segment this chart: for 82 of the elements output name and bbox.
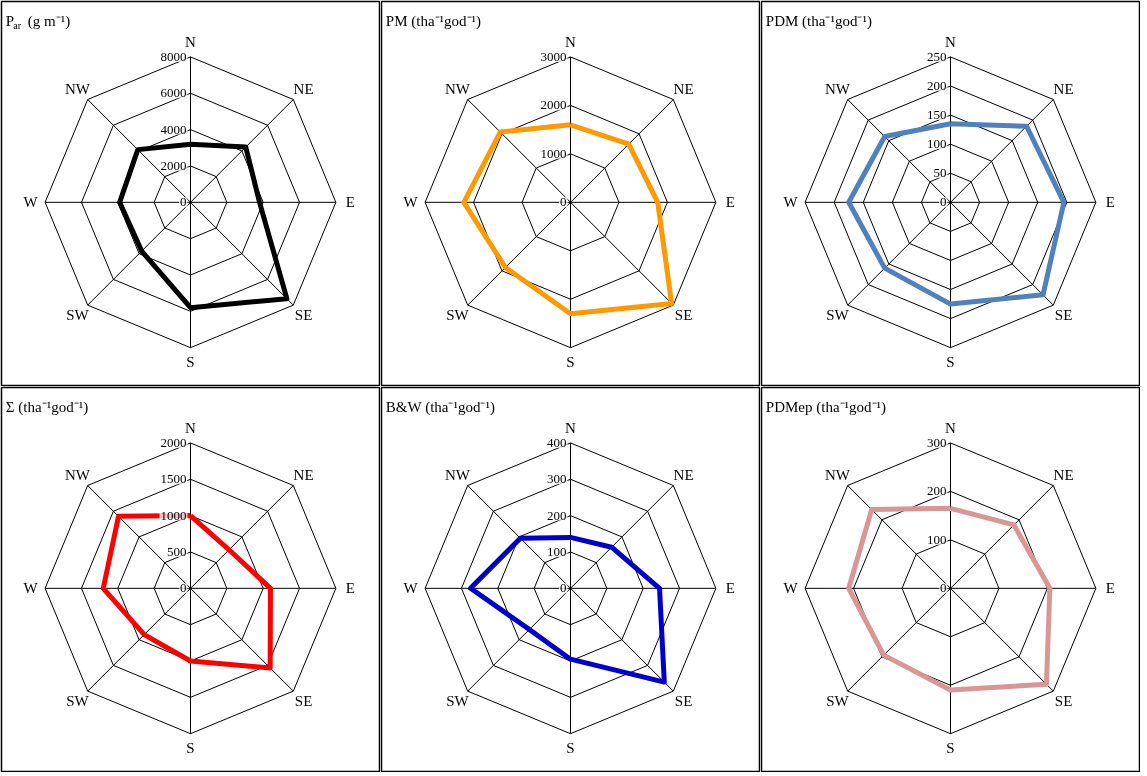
chart-title: B&W (tha⁻¹god⁻¹) <box>385 399 495 417</box>
spoke-label: SW <box>826 307 850 324</box>
y-tick-label: 250 <box>927 48 947 64</box>
spoke-label: N <box>945 34 957 51</box>
chart-title: PDMep (tha⁻¹god⁻¹) <box>765 399 887 417</box>
spoke-label: E <box>345 580 356 597</box>
spoke-label: W <box>403 580 419 597</box>
spoke-label: W <box>783 580 799 597</box>
spoke-label: N <box>185 34 197 51</box>
spoke-label: SE <box>674 307 693 324</box>
spoke-label: S <box>566 354 575 371</box>
y-tick-label: 0 <box>940 194 947 210</box>
y-tick-label: 150 <box>927 107 947 123</box>
y-tick-label: 1500 <box>160 471 187 487</box>
spoke-label: NE <box>1053 81 1074 98</box>
spoke-label: SW <box>826 693 850 710</box>
y-tick-label: 1000 <box>540 145 567 161</box>
spoke-label: S <box>946 740 955 757</box>
y-tick-label: 0 <box>940 580 947 596</box>
y-tick-label: 200 <box>927 78 947 94</box>
spoke-label: SW <box>66 693 90 710</box>
spoke-label: N <box>185 420 197 437</box>
spoke-label: SW <box>446 307 470 324</box>
spoke-label: N <box>945 420 957 437</box>
y-tick-label: 0 <box>560 580 567 596</box>
y-tick-label: 2000 <box>540 97 567 113</box>
y-tick-label: 6000 <box>160 85 187 101</box>
y-tick-label: 0 <box>560 194 567 210</box>
spoke-label: SE <box>294 693 313 710</box>
spoke-label: NE <box>293 467 314 484</box>
spoke-label: S <box>186 354 195 371</box>
chart-title: PM (tha⁻¹god⁻¹) <box>385 13 482 31</box>
spoke-label: NE <box>673 467 694 484</box>
y-tick-label: 100 <box>547 543 567 559</box>
spoke-label: NW <box>824 467 851 484</box>
y-tick-label: 200 <box>547 507 567 523</box>
spoke-label: SE <box>1054 693 1073 710</box>
chart-title: PDM (tha⁻¹god⁻¹) <box>765 13 872 31</box>
spoke-label: SE <box>674 693 693 710</box>
spoke-label: E <box>345 194 356 211</box>
y-tick-label: 3000 <box>540 48 567 64</box>
spoke-label: S <box>566 740 575 757</box>
spoke-label: W <box>403 194 419 211</box>
spoke-label: SW <box>66 307 90 324</box>
y-tick-label: 100 <box>927 136 947 152</box>
spoke-label: SE <box>1054 307 1073 324</box>
y-tick-label: 300 <box>547 471 567 487</box>
y-tick-label: 500 <box>167 543 187 559</box>
spoke-label: E <box>725 194 736 211</box>
y-tick-label: 100 <box>927 531 947 547</box>
spoke-label: S <box>946 354 955 371</box>
spoke-label: NW <box>444 467 471 484</box>
spoke-label: W <box>23 194 39 211</box>
spoke-label: SW <box>446 693 470 710</box>
spoke-label: S <box>186 740 195 757</box>
y-tick-label: 300 <box>927 434 947 450</box>
y-tick-label: 2000 <box>160 157 187 173</box>
spoke-label: N <box>565 420 577 437</box>
spoke-label: NW <box>824 81 851 98</box>
y-tick-label: 50 <box>933 165 947 181</box>
spoke-label: NW <box>444 81 471 98</box>
y-tick-label: 0 <box>180 580 187 596</box>
y-tick-label: 1000 <box>160 507 187 523</box>
spoke-label: SE <box>294 307 313 324</box>
spoke-label: E <box>1105 194 1116 211</box>
y-tick-label: 2000 <box>160 434 187 450</box>
spoke-label: W <box>23 580 39 597</box>
spoke-label: N <box>565 34 577 51</box>
spoke-label: NE <box>673 81 694 98</box>
spoke-label: NE <box>293 81 314 98</box>
y-tick-label: 0 <box>180 194 187 210</box>
y-tick-label: 8000 <box>160 48 187 64</box>
y-tick-label: 200 <box>927 483 947 499</box>
spoke-label: NW <box>64 467 91 484</box>
y-tick-label: 400 <box>547 434 567 450</box>
spoke-label: NE <box>1053 467 1074 484</box>
spoke-label: E <box>725 580 736 597</box>
spoke-label: W <box>783 194 799 211</box>
y-tick-label: 4000 <box>160 121 187 137</box>
chart-title: Σ (tha⁻¹god⁻¹) <box>5 399 89 417</box>
spoke-label: NW <box>64 81 91 98</box>
spoke-label: E <box>1105 580 1116 597</box>
